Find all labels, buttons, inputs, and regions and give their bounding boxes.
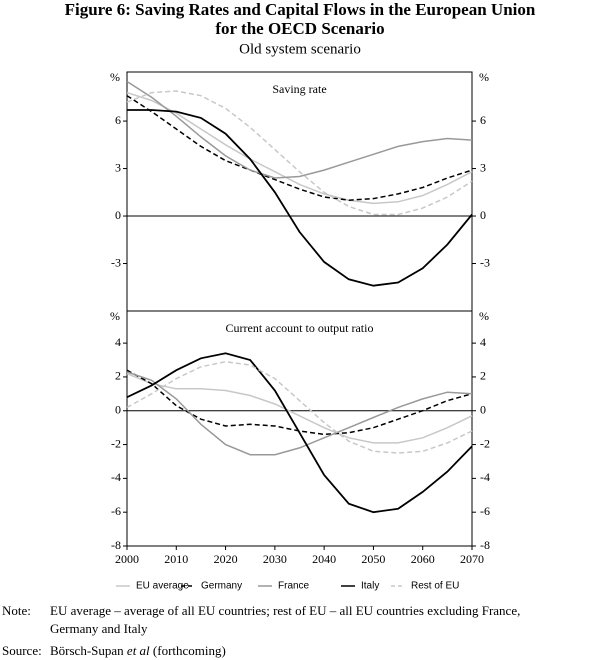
x-tick-label: 2020 [214, 552, 238, 566]
note-text: EU average – average of all EU countries… [50, 603, 520, 618]
series-line [126, 360, 473, 454]
x-tick-label: 2050 [361, 552, 385, 566]
note-text: Germany and Italy [50, 621, 148, 636]
legend-label: Germany [201, 581, 242, 592]
panel-title: Current account to output ratio [226, 321, 374, 335]
y-tick-label: 2 [480, 369, 486, 383]
y-tick-label: 2 [115, 369, 121, 383]
source-part: (forthcoming) [150, 643, 226, 658]
y-tick-label: -2 [480, 436, 490, 450]
y-tick-label: -8 [480, 538, 490, 552]
y-tick-label: 6 [115, 113, 121, 127]
y-tick-label: -6 [111, 504, 121, 518]
series-line [126, 369, 473, 436]
source-label: Source: [2, 643, 42, 658]
series-line [126, 371, 473, 456]
plot-frame [126, 310, 473, 547]
y-unit: % [110, 309, 120, 323]
source-text: Börsch-Supan et al (forthcoming) [50, 643, 226, 658]
y-tick-label: -2 [111, 436, 121, 450]
y-tick-label: -6 [480, 504, 490, 518]
x-tick-label: 2010 [164, 552, 188, 566]
x-tick-label: 2030 [263, 552, 287, 566]
legend-label: France [278, 581, 310, 592]
x-tick-label: 2060 [411, 552, 435, 566]
figure-subtitle: Old system scenario [239, 41, 361, 57]
plot-frame [126, 71, 473, 312]
source-part: Börsch-Supan [50, 643, 127, 658]
series-line [127, 109, 473, 287]
y-unit: % [110, 70, 120, 84]
y-tick-label: -4 [480, 470, 490, 484]
legend-label: EU average [136, 581, 189, 592]
legend-label: Rest of EU [411, 581, 459, 592]
series-line [126, 352, 473, 514]
series-line [126, 90, 473, 216]
y-tick-label: -3 [480, 255, 490, 269]
y-tick-label: 6 [480, 113, 486, 127]
y-tick-label: -3 [111, 255, 121, 269]
x-tick-label: 2000 [115, 552, 139, 566]
y-tick-label: 4 [115, 335, 121, 349]
y-tick-label: -4 [111, 470, 121, 484]
source-part: et al [127, 643, 150, 658]
figure-title: Figure 6: Saving Rates and Capital Flows… [65, 0, 536, 19]
y-unit: % [479, 309, 489, 323]
y-tick-label: 0 [480, 208, 486, 222]
legend-label: Italy [361, 581, 379, 592]
y-tick-label: 3 [115, 160, 121, 174]
y-tick-label: 3 [480, 160, 486, 174]
y-tick-label: -8 [111, 538, 121, 552]
y-tick-label: 0 [480, 402, 486, 416]
series-line [126, 80, 473, 179]
y-tick-label: 0 [115, 402, 121, 416]
y-tick-label: 0 [115, 208, 121, 222]
y-tick-label: 4 [480, 335, 486, 349]
panel-title: Saving rate [272, 82, 326, 96]
note-label: Note: [2, 603, 31, 618]
y-unit: % [479, 70, 489, 84]
series-line [126, 95, 473, 201]
x-tick-label: 2070 [460, 552, 484, 566]
series-line [126, 372, 473, 444]
x-tick-label: 2040 [312, 552, 336, 566]
figure-title: for the OECD Scenario [215, 19, 384, 38]
series-line [126, 91, 473, 205]
